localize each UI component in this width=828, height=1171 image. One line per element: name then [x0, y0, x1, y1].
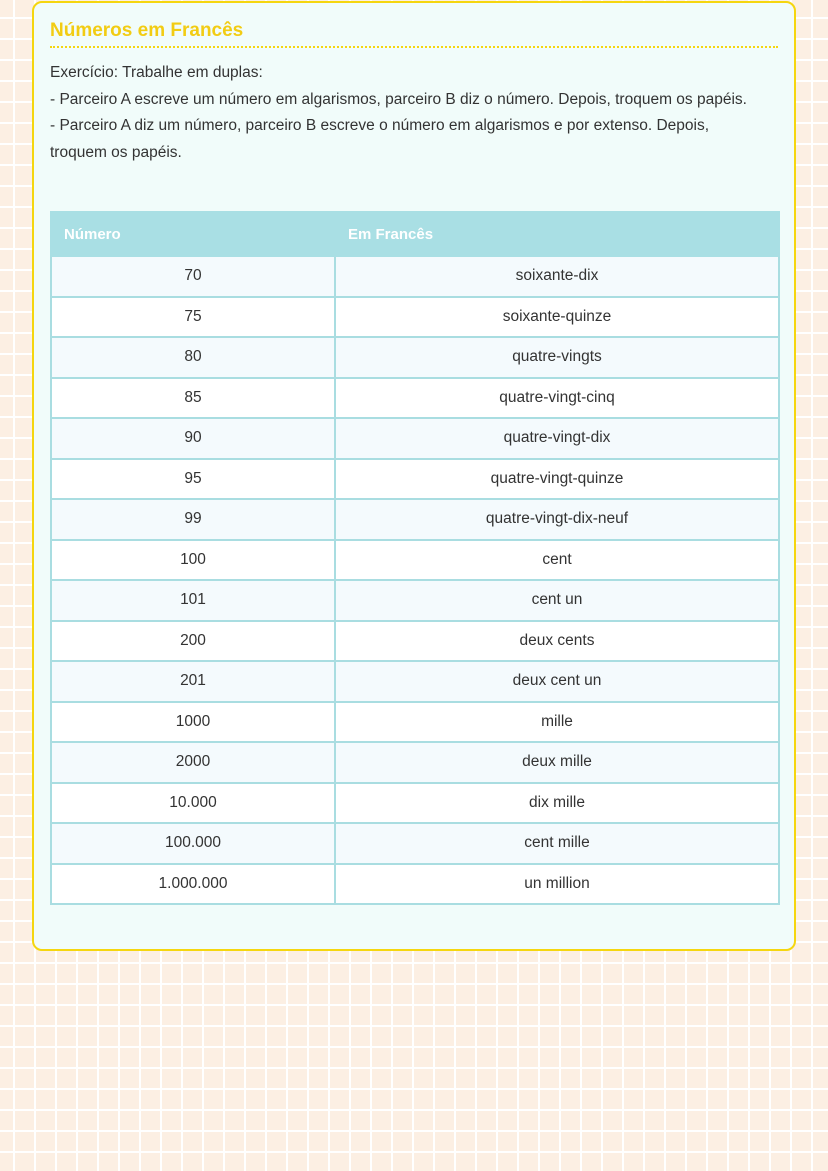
number-cell: 85 — [50, 376, 336, 419]
table-row: 90 quatre-vingt-dix — [50, 417, 780, 460]
french-cell: quatre-vingt-dix — [334, 417, 780, 460]
number-cell: 200 — [50, 619, 336, 662]
instruction-line: - Parceiro A escreve um número em algari… — [50, 90, 747, 108]
number-cell: 1.000.000 — [50, 862, 336, 905]
table-row: 1.000.000 un million — [50, 862, 780, 905]
table-row: 99 quatre-vingt-dix-neuf — [50, 498, 780, 541]
french-cell: un million — [334, 862, 780, 905]
table-row: 200 deux cents — [50, 619, 780, 662]
french-cell: quatre-vingt-cinq — [334, 376, 780, 419]
french-cell: quatre-vingt-dix-neuf — [334, 498, 780, 541]
french-cell: dix mille — [334, 781, 780, 824]
title-divider — [50, 46, 778, 48]
number-cell: 100 — [50, 538, 336, 581]
number-cell: 95 — [50, 457, 336, 500]
instruction-line: - Parceiro A diz um número, parceiro B e… — [50, 117, 710, 161]
number-cell: 70 — [50, 255, 336, 298]
table-row: 1000 mille — [50, 700, 780, 743]
french-cell: cent mille — [334, 822, 780, 865]
table-row: 100.000 cent mille — [50, 822, 780, 865]
french-cell: deux cents — [334, 619, 780, 662]
table-header-row: Número Em Francês — [50, 211, 780, 257]
table-row: 2000 deux mille — [50, 741, 780, 784]
table-row: 100 cent — [50, 538, 780, 581]
french-cell: deux cent un — [334, 660, 780, 703]
number-cell: 90 — [50, 417, 336, 460]
number-cell: 99 — [50, 498, 336, 541]
header-number: Número — [50, 211, 336, 257]
french-cell: soixante-quinze — [334, 295, 780, 338]
instructions: Exercício: Trabalhe em duplas: - Parceir… — [50, 60, 770, 166]
number-cell: 75 — [50, 295, 336, 338]
table-row: 80 quatre-vingts — [50, 336, 780, 379]
table-row: 85 quatre-vingt-cinq — [50, 376, 780, 419]
french-cell: quatre-vingt-quinze — [334, 457, 780, 500]
french-cell: quatre-vingts — [334, 336, 780, 379]
french-cell: soixante-dix — [334, 255, 780, 298]
number-cell: 100.000 — [50, 822, 336, 865]
instruction-line: Exercício: Trabalhe em duplas: — [50, 64, 263, 81]
table-row: 10.000 dix mille — [50, 781, 780, 824]
number-cell: 101 — [50, 579, 336, 622]
header-french: Em Francês — [334, 211, 780, 257]
number-cell: 2000 — [50, 741, 336, 784]
number-cell: 10.000 — [50, 781, 336, 824]
french-cell: mille — [334, 700, 780, 743]
number-cell: 201 — [50, 660, 336, 703]
table-row: 70 soixante-dix — [50, 255, 780, 298]
table-row: 95 quatre-vingt-quinze — [50, 457, 780, 500]
exercise-card: Números em Francês Exercício: Trabalhe e… — [32, 1, 796, 951]
table-row: 201 deux cent un — [50, 660, 780, 703]
french-cell: deux mille — [334, 741, 780, 784]
numbers-table: Número Em Francês 70 soixante-dix 75 soixan… — [50, 211, 780, 905]
french-cell: cent — [334, 538, 780, 581]
table-row: 75 soixante-quinze — [50, 295, 780, 338]
table-row: 101 cent un — [50, 579, 780, 622]
french-cell: cent un — [334, 579, 780, 622]
page-title: Números em Francês — [50, 20, 244, 41]
number-cell: 1000 — [50, 700, 336, 743]
number-cell: 80 — [50, 336, 336, 379]
